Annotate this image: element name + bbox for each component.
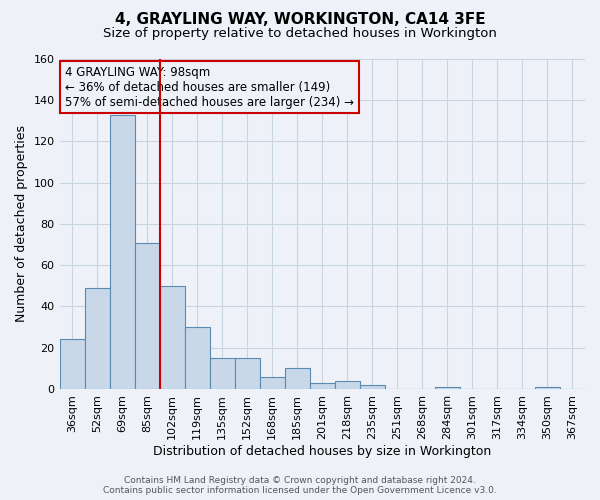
Bar [85,288,110,389]
Bar [360,385,385,389]
Bar [209,358,235,389]
Bar [110,114,134,389]
Bar [335,380,360,389]
Bar [134,242,160,389]
Bar [435,387,460,389]
Bar [185,327,209,389]
Text: 4 GRAYLING WAY: 98sqm
← 36% of detached houses are smaller (149)
57% of semi-det: 4 GRAYLING WAY: 98sqm ← 36% of detached … [65,66,354,108]
Text: Contains HM Land Registry data © Crown copyright and database right 2024.
Contai: Contains HM Land Registry data © Crown c… [103,476,497,495]
Text: Size of property relative to detached houses in Workington: Size of property relative to detached ho… [103,28,497,40]
Bar [310,383,335,389]
Bar [535,387,560,389]
Bar [285,368,310,389]
Bar [235,358,260,389]
Bar [260,376,285,389]
Y-axis label: Number of detached properties: Number of detached properties [15,126,28,322]
Bar [160,286,185,389]
Bar [59,340,85,389]
X-axis label: Distribution of detached houses by size in Workington: Distribution of detached houses by size … [153,444,491,458]
Text: 4, GRAYLING WAY, WORKINGTON, CA14 3FE: 4, GRAYLING WAY, WORKINGTON, CA14 3FE [115,12,485,28]
